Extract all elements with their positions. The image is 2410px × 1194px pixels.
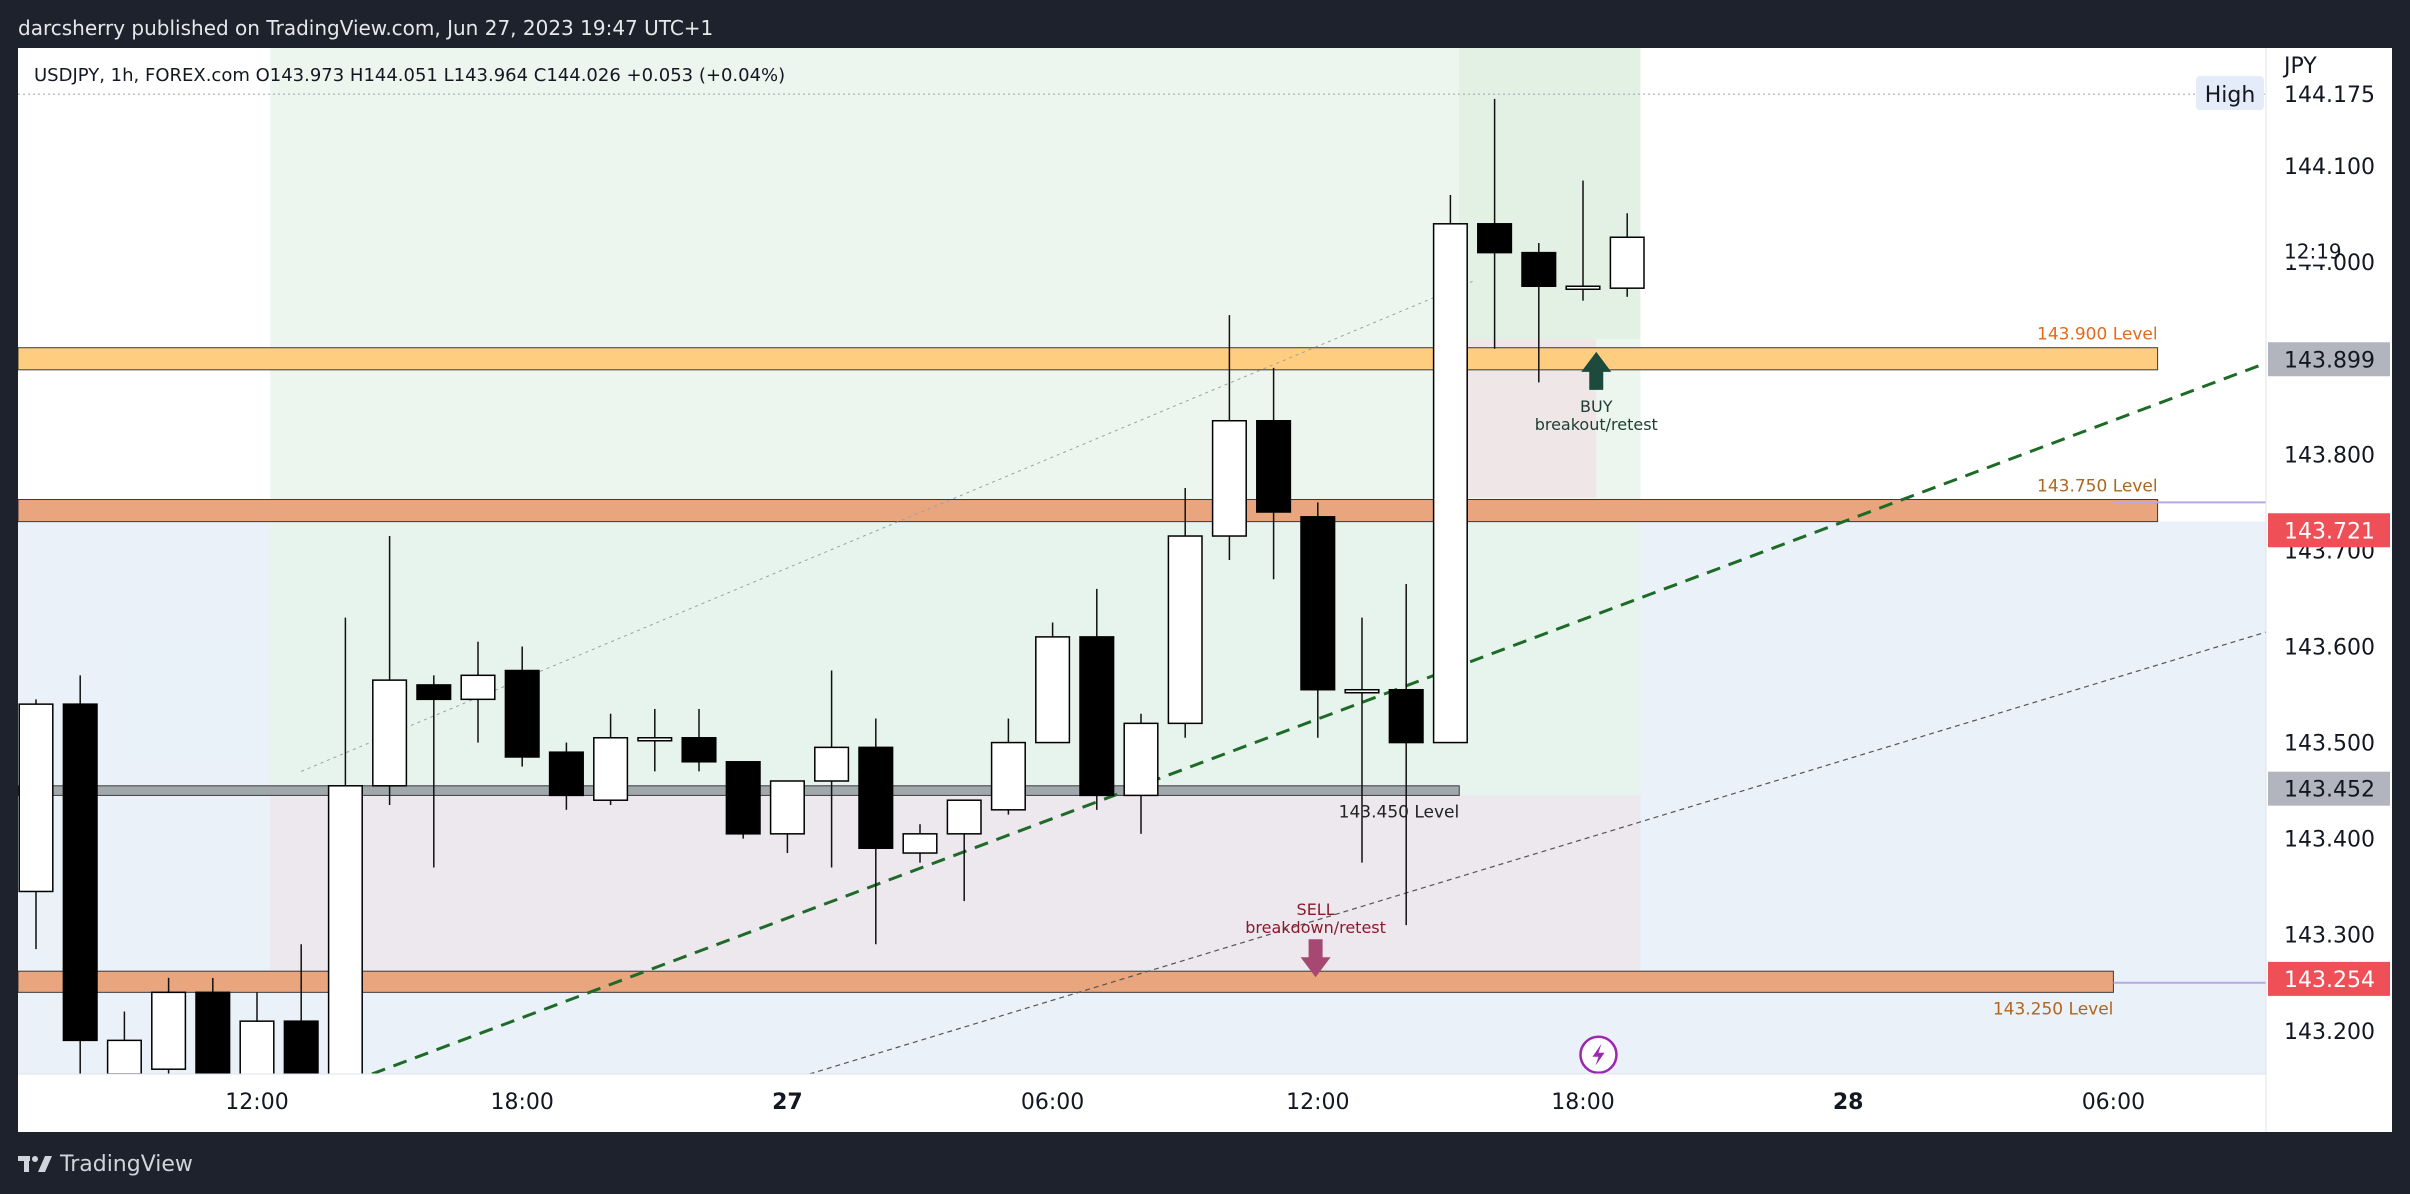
y-tick-3: 143.500 bbox=[2284, 732, 2375, 757]
x-tick-6: 28 bbox=[1833, 1090, 1864, 1115]
y-tick-0: 143.200 bbox=[2284, 1020, 2375, 1045]
candle-3 bbox=[151, 991, 187, 1070]
candle-1 bbox=[62, 703, 98, 1042]
price-badge-3: 143.254 bbox=[2284, 968, 2375, 993]
sell-title: SELL bbox=[1297, 900, 1335, 919]
candle-16 bbox=[725, 761, 761, 835]
tradingview-footer[interactable]: TradingView bbox=[18, 1146, 193, 1182]
candle-7 bbox=[327, 785, 363, 1080]
level-band-0 bbox=[18, 347, 2159, 371]
x-axis-area bbox=[18, 1074, 2266, 1132]
candle-26 bbox=[1167, 535, 1203, 725]
tradingview-logo-icon bbox=[18, 1156, 52, 1172]
high-badge: High bbox=[2205, 83, 2256, 108]
y-tick-4: 143.600 bbox=[2284, 636, 2375, 661]
level-label-3: 143.250 Level bbox=[1993, 999, 2114, 1019]
candle-17 bbox=[769, 780, 805, 835]
level-band-1 bbox=[18, 499, 2159, 523]
buy-arrow-icon bbox=[1581, 351, 1612, 390]
candle-35 bbox=[1565, 285, 1601, 290]
y-axis-area bbox=[2266, 48, 2392, 1132]
buy-subtitle: breakout/retest bbox=[1535, 415, 1658, 434]
candle-9 bbox=[416, 684, 452, 701]
candle-25 bbox=[1123, 722, 1159, 797]
y-tick-8: 144.100 bbox=[2284, 155, 2375, 180]
x-tick-1: 18:00 bbox=[490, 1090, 553, 1115]
candle-21 bbox=[946, 799, 982, 835]
candle-31 bbox=[1388, 688, 1424, 744]
trend-line-main bbox=[371, 361, 2267, 1076]
tradingview-brand: TradingView bbox=[60, 1151, 193, 1177]
countdown-bg bbox=[2268, 236, 2328, 265]
currency-label: JPY bbox=[2282, 54, 2317, 79]
x-tick-4: 12:00 bbox=[1286, 1090, 1349, 1115]
candle-15 bbox=[681, 737, 717, 763]
x-tick-7: 06:00 bbox=[2082, 1090, 2145, 1115]
price-badge-bg-1 bbox=[2268, 513, 2390, 548]
candle-11 bbox=[504, 669, 540, 758]
candle-8 bbox=[372, 679, 408, 787]
legend-ohlc: USDJPY, 1h, FOREX.com O143.973 H144.051 … bbox=[34, 65, 785, 86]
sell-subtitle: breakdown/retest bbox=[1245, 918, 1386, 937]
buy-target-zone bbox=[1459, 48, 1641, 340]
candle-22 bbox=[990, 741, 1026, 811]
candle-10 bbox=[460, 674, 496, 701]
buy-title: BUY bbox=[1580, 397, 1613, 416]
level-label-2: 143.450 Level bbox=[1339, 802, 1460, 822]
candle-0 bbox=[18, 703, 54, 893]
candle-12 bbox=[548, 751, 584, 797]
y-tick-1: 143.300 bbox=[2284, 924, 2375, 949]
candle-28 bbox=[1256, 419, 1292, 513]
lightning-icon bbox=[1592, 1043, 1605, 1066]
candle-20 bbox=[902, 833, 938, 854]
price-badge-1: 143.721 bbox=[2284, 519, 2375, 544]
candle-23 bbox=[1035, 636, 1071, 744]
candle-29 bbox=[1300, 516, 1336, 691]
long-profit-zone bbox=[270, 48, 1641, 796]
x-tick-3: 06:00 bbox=[1021, 1090, 1084, 1115]
candle-32 bbox=[1432, 223, 1468, 744]
high-badge-bg bbox=[2196, 76, 2264, 111]
price-badge-bg-3 bbox=[2268, 961, 2390, 996]
y-tick-6: 143.800 bbox=[2284, 443, 2375, 468]
price-badge-bg-2 bbox=[2268, 771, 2390, 806]
candle-18 bbox=[814, 746, 850, 782]
candle-36 bbox=[1609, 236, 1645, 289]
candle-14 bbox=[637, 737, 673, 742]
x-tick-2: 27 bbox=[772, 1090, 803, 1115]
publish-caption: darcsherry published on TradingView.com,… bbox=[18, 16, 714, 40]
y-tick-9: 144.175 bbox=[2284, 83, 2375, 108]
price-badge-2: 143.452 bbox=[2284, 778, 2375, 803]
y-tick-2: 143.400 bbox=[2284, 828, 2375, 853]
level-label-1: 143.750 Level bbox=[2037, 477, 2158, 497]
candlestick-chart[interactable]: 143.900 Level 143.750 Level 143.450 Level 1… bbox=[18, 48, 2392, 1132]
candle-6 bbox=[283, 1020, 319, 1080]
candle-33 bbox=[1477, 223, 1513, 254]
candle-19 bbox=[858, 746, 894, 849]
countdown-label: 12:19 bbox=[2284, 240, 2342, 264]
price-badge-0: 143.899 bbox=[2284, 348, 2375, 373]
x-tick-5: 18:00 bbox=[1551, 1090, 1614, 1115]
price-badge-bg-0 bbox=[2268, 342, 2390, 377]
candle-24 bbox=[1079, 636, 1115, 797]
trend-line-lower bbox=[809, 631, 2267, 1075]
candle-27 bbox=[1211, 419, 1247, 537]
chart-frame[interactable]: 143.900 Level 143.750 Level 143.450 Level 1… bbox=[18, 48, 2392, 1132]
candle-30 bbox=[1344, 688, 1380, 694]
sell-arrow-icon bbox=[1300, 939, 1331, 978]
x-tick-0: 12:00 bbox=[225, 1090, 288, 1115]
level-label-0: 143.900 Level bbox=[2037, 325, 2158, 345]
candle-13 bbox=[593, 737, 629, 801]
candle-34 bbox=[1521, 251, 1557, 287]
channel-line-upper bbox=[301, 280, 1473, 772]
candle-2 bbox=[106, 1039, 142, 1075]
